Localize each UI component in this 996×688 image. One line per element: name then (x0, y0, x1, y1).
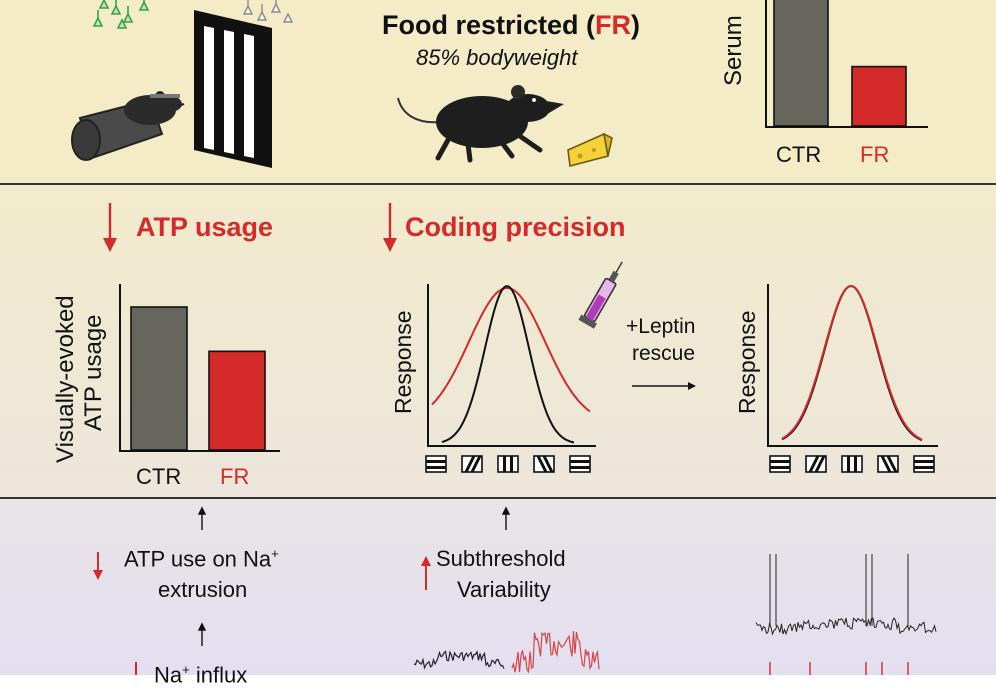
response-label-left: Response (390, 310, 416, 414)
leptin-label-line2: rescue (632, 342, 696, 365)
neuron-icons-green (92, 0, 150, 29)
headfixed-mouse-illustration (71, 91, 185, 161)
down-arrow-icons (103, 203, 397, 252)
page-subtitle: 85% bodyweight (416, 45, 578, 70)
tuning-curve-chart-right (767, 284, 938, 473)
response-label-right: Response (734, 310, 760, 414)
right-grating-5 (913, 455, 935, 473)
title-prefix: Food restricted ( (382, 10, 596, 40)
serum-bar-ctr (773, 0, 829, 127)
top-panel (0, 0, 996, 184)
atp-ylabel-line1: Visually-evoked (52, 295, 79, 463)
serum-label: Serum (720, 15, 747, 86)
left-grating-1 (425, 455, 447, 473)
atp-bar-fr (208, 350, 266, 451)
right-grating-2 (805, 455, 827, 473)
grating-screen (194, 10, 272, 168)
page-title: Food restricted (FR) (382, 10, 640, 41)
up-arrow-icons (197, 506, 511, 646)
fr-tuning-curve (431, 287, 591, 413)
na-extrusion-sup: + (271, 546, 279, 561)
voltage-traces (413, 554, 937, 675)
atp-ylabel-line2: ATP usage (80, 314, 107, 431)
na-extrusion-line2: extrusion (158, 577, 248, 602)
subthreshold-line2: Variability (457, 577, 551, 602)
right-arrow-icon (632, 382, 696, 390)
left-grating-4 (533, 455, 555, 473)
leptin-label-line1: +Leptin (626, 315, 696, 338)
walking-mouse-illustration (397, 85, 564, 163)
left-grating-5 (569, 455, 591, 473)
na-influx-sup: + (182, 662, 190, 677)
small-red-arrows (93, 552, 431, 675)
right-grating-4 (877, 455, 899, 473)
serum-bar-chart (765, 0, 928, 128)
coding-heading: Coding precision (405, 212, 626, 242)
bottom-panel (0, 498, 996, 675)
grating-stimuli-right (769, 455, 935, 473)
right-grating-1 (769, 455, 791, 473)
neuron-icons-gray (242, 0, 294, 23)
na-influx-label: Na+ influx (154, 662, 247, 688)
atp-heading: ATP usage (136, 212, 274, 242)
serum-bar-fr (851, 65, 907, 127)
leptin-syringe-icon (578, 261, 623, 329)
title-fr: FR (595, 10, 632, 40)
serum-ctr-label: CTR (776, 142, 822, 167)
grating-stimuli-left (425, 455, 591, 473)
tuning-curve-chart-left (425, 284, 596, 473)
right-grating-3 (841, 455, 863, 473)
serum-fr-label: FR (860, 142, 890, 167)
fr-rescue-curve (781, 285, 923, 441)
divider-top (0, 183, 996, 185)
atp-bar-ctr (130, 306, 188, 451)
atp-fr-label: FR (220, 464, 250, 489)
left-grating-3 (497, 455, 519, 473)
atp-ctr-label: CTR (136, 464, 182, 489)
ctr-tuning-curve (441, 285, 575, 444)
atp-bar-chart (119, 284, 280, 452)
na-extrusion-line1: ATP use on Na+ (124, 546, 279, 572)
subthreshold-line1: Subthreshold (436, 546, 566, 571)
na-extrusion-text: ATP use on Na (124, 546, 272, 572)
title-suffix: ) (631, 10, 641, 40)
cheese-icon (567, 132, 613, 168)
divider-bottom (0, 497, 996, 499)
left-grating-2 (461, 455, 483, 473)
